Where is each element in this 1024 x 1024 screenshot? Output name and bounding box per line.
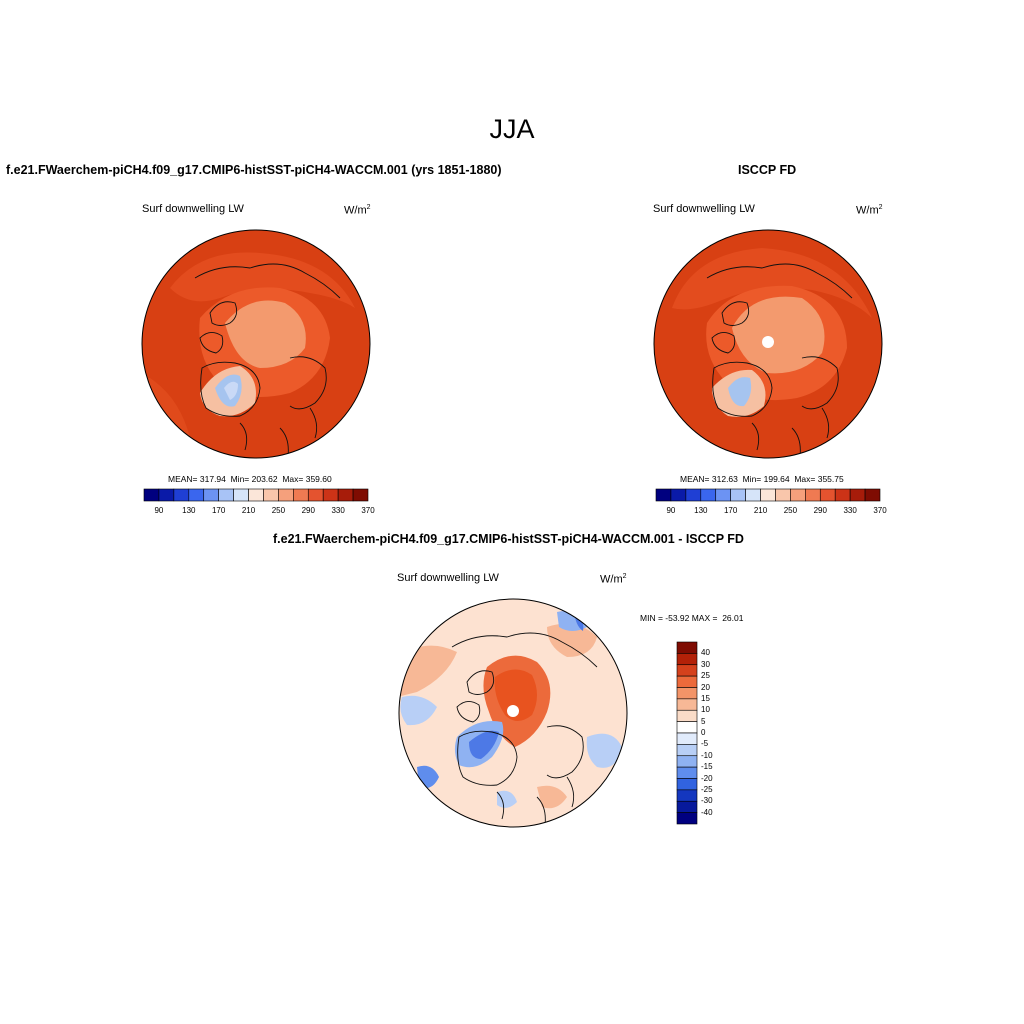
colorbar-swatch (278, 488, 294, 502)
obs-variable-label: Surf downwelling LW (653, 203, 755, 215)
colorbar-swatch (263, 488, 279, 502)
colorbar-swatch (322, 488, 339, 502)
colorbar-tick-label: 330 (843, 506, 857, 515)
obs-panel-title: ISCCP FD (738, 163, 797, 177)
colorbar-swatch (849, 488, 866, 502)
colorbar-swatch (248, 488, 264, 502)
colorbar-tick-label: -10 (701, 750, 713, 760)
colorbar-swatch (760, 488, 776, 502)
colorbar-swatch (158, 488, 175, 502)
colorbar-tick-label: 170 (211, 506, 226, 515)
colorbar-swatch (670, 488, 687, 502)
colorbar-swatch (676, 721, 698, 734)
colorbar-swatch (676, 664, 698, 677)
colorbar-swatch (676, 687, 698, 700)
colorbar-swatch (676, 766, 698, 779)
colorbar-tick-label: 210 (241, 506, 256, 515)
model-polar-map (141, 229, 371, 459)
colorbar-swatch (352, 488, 369, 502)
colorbar-swatch (188, 488, 205, 502)
colorbar-swatch (834, 488, 851, 502)
colorbar-swatch (143, 488, 160, 502)
obs-polar-map (653, 229, 883, 459)
colorbar-tick-label: 370 (361, 506, 375, 515)
colorbar-swatch (676, 778, 698, 791)
colorbar-swatch (337, 488, 354, 502)
colorbar-tick-label: -20 (701, 773, 713, 783)
diff-units-label: W/m2 (600, 573, 627, 586)
colorbar-swatch (676, 675, 698, 688)
colorbar-tick-label: 210 (753, 506, 768, 515)
colorbar-swatch (203, 488, 219, 502)
colorbar-tick-label: 90 (154, 506, 164, 515)
colorbar-tick-label: 330 (331, 506, 345, 515)
colorbar-swatch (676, 812, 698, 825)
colorbar-swatch (676, 641, 698, 654)
diff-colorbar-labels: 40 30 25 20 15 10 5 0 -5 -10 -15 -20 -25 -30 -40 (701, 642, 731, 824)
colorbar-tick-label: 20 (701, 682, 710, 692)
colorbar-swatch (819, 488, 836, 502)
colorbar-swatch (676, 800, 698, 813)
colorbar-tick-label: 5 (701, 716, 706, 726)
colorbar-swatch (685, 488, 702, 502)
model-variable-label: Surf downwelling LW (142, 203, 244, 215)
colorbar-tick-label: -40 (701, 807, 713, 817)
diff-variable-label: Surf downwelling LW (397, 572, 499, 584)
colorbar-swatch (655, 488, 672, 502)
colorbar-swatch (676, 709, 698, 722)
colorbar-swatch (730, 488, 746, 502)
colorbar-tick-label: 0 (701, 728, 706, 737)
colorbar-tick-label: 250 (783, 506, 798, 515)
colorbar-tick-label: 130 (694, 506, 708, 515)
colorbar-swatch (173, 488, 190, 502)
colorbar-tick-label: 370 (873, 506, 887, 515)
colorbar-tick-label: 40 (701, 648, 710, 658)
model-colorbar (143, 488, 369, 502)
figure-title: JJA (489, 114, 535, 144)
colorbar-swatch (233, 488, 249, 502)
colorbar-swatch (293, 488, 309, 502)
colorbar-tick-label: 130 (182, 506, 196, 515)
colorbar-swatch (805, 488, 821, 502)
colorbar-swatch (307, 488, 324, 502)
colorbar-swatch (218, 488, 234, 502)
obs-stats: MEAN= 312.63 Min= 199.64 Max= 355.75 (680, 474, 844, 484)
colorbar-swatch (676, 789, 698, 802)
obs-colorbar (655, 488, 881, 502)
colorbar-tick-label: -5 (701, 739, 709, 749)
colorbar-tick-label: -15 (701, 762, 713, 772)
colorbar-tick-label: 10 (701, 705, 710, 715)
colorbar-swatch (715, 488, 731, 502)
colorbar-tick-label: 170 (723, 506, 738, 515)
colorbar-tick-label: -30 (701, 796, 713, 806)
diff-polar-map (398, 598, 628, 828)
colorbar-tick-label: 30 (701, 659, 710, 669)
diff-stats: MIN = -53.92 MAX = 26.01 (640, 613, 744, 623)
colorbar-tick-label: 290 (301, 506, 315, 515)
colorbar-tick-label: 25 (701, 671, 710, 681)
colorbar-swatch (676, 755, 698, 768)
colorbar-swatch (790, 488, 806, 502)
colorbar-tick-label: 90 (666, 506, 676, 515)
colorbar-swatch (864, 488, 881, 502)
diff-panel-title: f.e21.FWaerchem-piCH4.f09_g17.CMIP6-hist… (273, 532, 744, 546)
obs-colorbar-labels: 90 130 170 210 250 290 330 370 (656, 506, 886, 518)
colorbar-swatch (676, 698, 698, 711)
model-stats: MEAN= 317.94 Min= 203.62 Max= 359.60 (168, 474, 332, 484)
colorbar-tick-label: 290 (813, 506, 827, 515)
diff-colorbar (676, 641, 698, 825)
model-panel-title: f.e21.FWaerchem-piCH4.f09_g17.CMIP6-hist… (6, 163, 502, 177)
colorbar-swatch (676, 653, 698, 666)
model-colorbar-labels: 90 130 170 210 250 290 330 370 (144, 506, 374, 518)
colorbar-swatch (676, 732, 698, 745)
colorbar-tick-label: 250 (271, 506, 286, 515)
colorbar-swatch (775, 488, 791, 502)
model-units-label: W/m2 (344, 204, 371, 217)
colorbar-swatch (745, 488, 761, 502)
colorbar-tick-label: 15 (701, 693, 710, 703)
colorbar-swatch (700, 488, 717, 502)
colorbar-swatch (676, 744, 698, 757)
obs-units-label: W/m2 (856, 204, 883, 217)
colorbar-tick-label: -25 (701, 784, 713, 794)
